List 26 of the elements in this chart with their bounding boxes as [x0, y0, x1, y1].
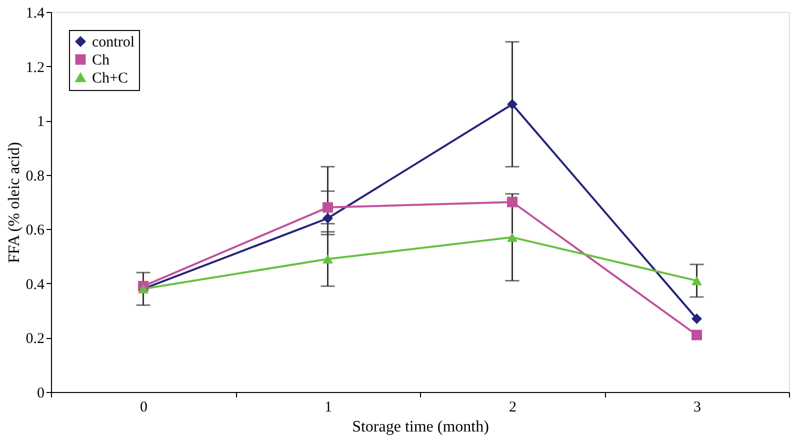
point	[322, 202, 333, 213]
x-tick-label: 3	[694, 400, 701, 416]
x-axis-title: Storage time (month)	[352, 418, 489, 436]
x-tick-label: 0	[140, 400, 148, 416]
y-tick-label: 1	[37, 114, 44, 130]
point	[692, 313, 702, 324]
y-tick-label: 1.2	[26, 60, 44, 76]
y-tick-label: 0.6	[26, 222, 45, 239]
legend-label: Ch	[92, 52, 110, 68]
point	[692, 276, 702, 286]
x-tick-label: 2	[509, 400, 516, 416]
point	[322, 213, 333, 224]
y-axis-title: FFA (% oleic acid)	[6, 142, 23, 264]
point	[507, 196, 518, 208]
y-tick-label: 0	[37, 386, 44, 402]
y-tick-label: 0.2	[26, 331, 44, 348]
x-tick-label: 1	[324, 400, 332, 416]
point	[507, 232, 518, 242]
y-tick-label: 0.4	[26, 276, 45, 293]
y-tick-label: 1.4	[26, 6, 45, 22]
y-tick-label: 0.8	[26, 168, 44, 184]
point	[507, 99, 518, 110]
point	[692, 330, 702, 340]
legend-label: control	[92, 34, 134, 50]
point	[322, 254, 333, 264]
legend-label: Ch+C	[92, 70, 128, 86]
